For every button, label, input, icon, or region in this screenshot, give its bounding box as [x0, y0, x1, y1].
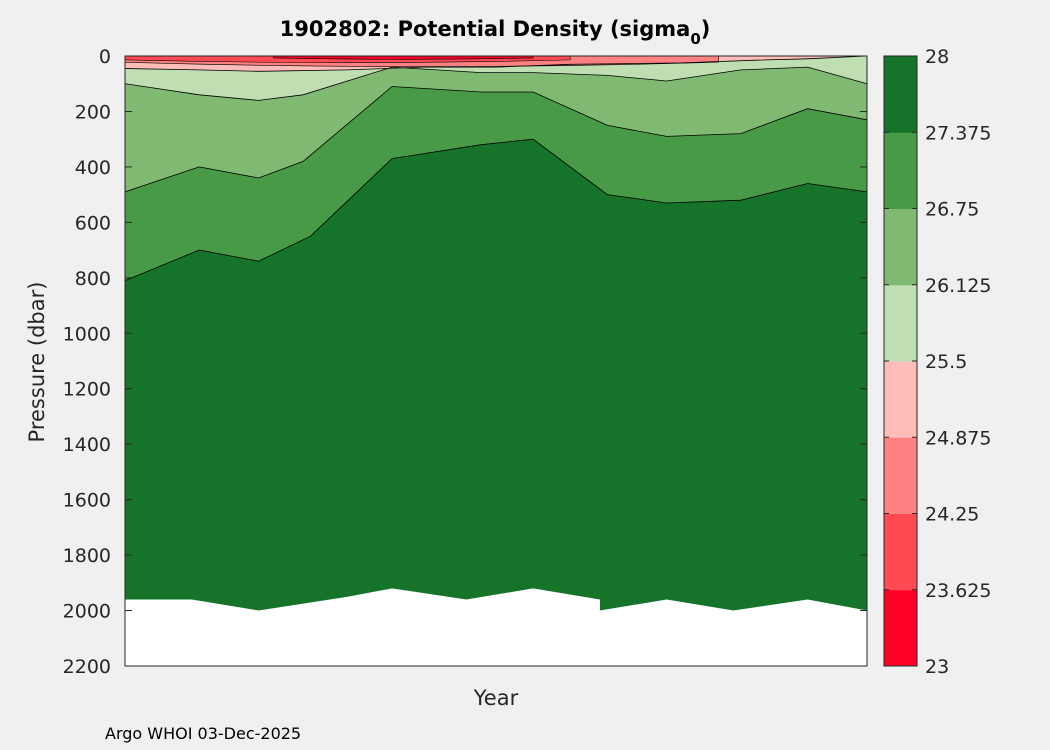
- colorbar-segment: [884, 513, 917, 591]
- contour-line-27.375: [124, 138, 868, 281]
- contour-line-26.75: [124, 86, 868, 193]
- plot-area: [124, 55, 868, 667]
- colorbar-label: 26.125: [925, 275, 991, 297]
- y-tick-label: 1600: [63, 490, 111, 512]
- y-tick-label: 1000: [63, 323, 111, 345]
- y-tick-label: 1800: [63, 545, 111, 567]
- y-axis-label: Pressure (dbar): [25, 282, 49, 443]
- colorbar-segment: [884, 132, 917, 209]
- colorbar-label: 24.25: [925, 504, 979, 526]
- colorbar-label: 23: [925, 656, 949, 678]
- x-axis-label: Year: [473, 686, 519, 710]
- colorbar-segment: [884, 284, 917, 362]
- surface-patch-23.625: [273, 55, 534, 60]
- colorbar-segment: [884, 589, 917, 667]
- y-tick-label: 1200: [63, 379, 111, 401]
- colorbar-label: 27.375: [925, 122, 991, 144]
- footer-credit: Argo WHOI 03-Dec-2025: [105, 724, 302, 743]
- no-data-region: [125, 588, 867, 666]
- y-tick-label: 400: [75, 157, 111, 179]
- colorbar-segment: [884, 361, 917, 438]
- y-axis: 0 200 400 600 800 1000 1200 1400 1600 1800 2000 220…: [63, 46, 867, 678]
- colorbar: 23 23.625 24.25 24.875 25.5 26.125 26.75 27.375…: [883, 46, 991, 678]
- colorbar-label: 26.75: [925, 199, 979, 221]
- y-tick-label: 2200: [63, 656, 111, 678]
- y-tick-label: 800: [75, 268, 111, 290]
- colorbar-segment: [884, 56, 917, 133]
- y-tick-label: 2000: [63, 601, 111, 623]
- colorbar-label: 24.875: [925, 427, 991, 449]
- y-tick-label: 0: [99, 46, 111, 68]
- colorbar-label: 25.5: [925, 351, 967, 373]
- y-tick-label: 200: [75, 101, 111, 123]
- y-tick-label: 1400: [63, 434, 111, 456]
- y-tick-label: 600: [75, 212, 111, 234]
- colorbar-label: 28: [925, 46, 949, 68]
- colorbar-segment: [884, 437, 917, 514]
- contour-line-26.125: [124, 66, 868, 101]
- colorbar-label: 23.625: [925, 580, 991, 602]
- colorbar-segment: [884, 208, 917, 286]
- contour-line-25.5: [124, 55, 868, 72]
- chart-title: 1902802: Potential Density (sigma0): [280, 17, 711, 48]
- plot-frame: [124, 55, 868, 667]
